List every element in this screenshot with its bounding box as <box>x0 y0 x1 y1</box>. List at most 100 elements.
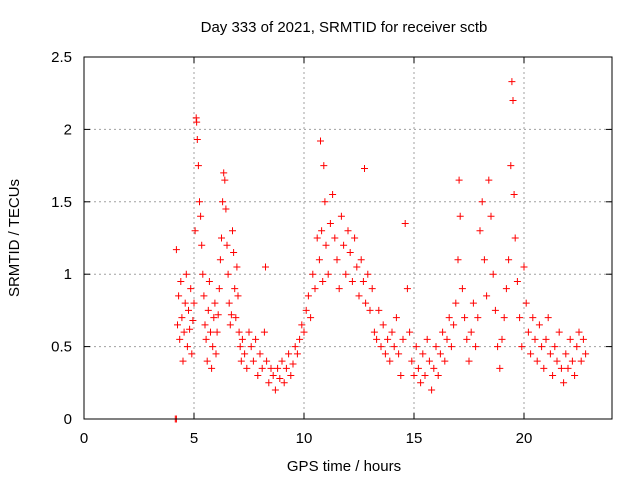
data-point <box>368 285 376 293</box>
data-point <box>469 299 477 307</box>
data-point <box>465 357 473 365</box>
data-point <box>357 256 365 264</box>
data-point <box>436 350 444 358</box>
data-point <box>252 335 260 343</box>
y-axis-title: SRMTID / TECUs <box>6 179 23 297</box>
data-point <box>260 328 268 336</box>
data-point <box>390 343 398 351</box>
data-point <box>542 335 550 343</box>
data-point <box>359 277 367 285</box>
x-axis-title: GPS time / hours <box>287 458 401 475</box>
chart-title: Day 333 of 2021, SRMTID for receiver sct… <box>201 19 488 36</box>
data-point <box>191 227 199 235</box>
data-point <box>337 212 345 220</box>
data-point <box>370 328 378 336</box>
data-point <box>366 306 374 314</box>
data-point <box>215 285 223 293</box>
data-point <box>455 176 463 184</box>
data-point <box>571 372 579 380</box>
data-point <box>177 277 185 285</box>
data-point <box>320 162 328 170</box>
data-point <box>467 328 475 336</box>
data-point <box>300 328 308 336</box>
data-point <box>508 78 516 86</box>
data-point <box>311 285 319 293</box>
data-point <box>538 343 546 351</box>
data-point <box>193 118 201 126</box>
data-point <box>205 277 213 285</box>
data-point <box>319 277 327 285</box>
data-point <box>373 335 381 343</box>
data-point <box>518 343 526 351</box>
data-point <box>531 335 539 343</box>
data-point <box>582 350 590 358</box>
data-point <box>483 292 491 300</box>
data-point <box>399 335 407 343</box>
data-point <box>247 343 255 351</box>
data-point <box>381 350 389 358</box>
data-point <box>557 364 565 372</box>
data-point <box>355 292 363 300</box>
data-point <box>180 328 188 336</box>
x-tick-label: 0 <box>80 430 88 447</box>
data-point <box>318 227 326 235</box>
data-point <box>208 364 216 372</box>
data-point <box>562 350 570 358</box>
data-point <box>296 335 304 343</box>
y-tick-label: 1.5 <box>51 194 72 211</box>
data-point <box>575 328 583 336</box>
data-point <box>553 357 561 365</box>
data-point <box>241 350 249 358</box>
data-point <box>362 299 370 307</box>
data-point <box>236 343 244 351</box>
data-point <box>388 328 396 336</box>
data-point <box>265 379 273 387</box>
data-point <box>176 335 184 343</box>
data-point <box>229 227 236 235</box>
data-point <box>461 314 469 322</box>
data-point <box>463 335 471 343</box>
x-tick-label: 5 <box>190 430 198 447</box>
data-point <box>375 306 383 314</box>
data-point <box>198 241 206 249</box>
data-point <box>321 198 329 206</box>
data-point <box>235 328 243 336</box>
data-point <box>221 176 229 184</box>
data-point <box>450 321 458 329</box>
data-point <box>335 285 343 293</box>
data-point <box>313 234 321 242</box>
data-point <box>344 227 352 235</box>
data-point <box>456 212 464 220</box>
data-point <box>392 314 400 322</box>
data-point <box>181 299 189 307</box>
data-point <box>406 328 414 336</box>
data-point <box>564 364 572 372</box>
data-point <box>276 374 284 382</box>
data-point <box>254 372 262 380</box>
data-point <box>489 270 497 278</box>
data-point <box>529 314 537 322</box>
data-point <box>269 372 277 380</box>
data-point <box>201 321 209 329</box>
x-tick-label: 15 <box>406 430 423 447</box>
y-tick-label: 1 <box>64 266 72 283</box>
data-point <box>513 277 521 285</box>
data-point <box>187 285 195 293</box>
data-point <box>408 357 416 365</box>
data-point <box>412 343 420 351</box>
data-point <box>326 220 334 228</box>
data-point <box>291 343 299 351</box>
data-point <box>203 357 211 365</box>
y-tick-label: 0.5 <box>51 339 72 356</box>
data-point <box>487 212 495 220</box>
data-point <box>222 205 230 213</box>
tick-labels: 0 5 10 15 20 0 0.5 1 1.5 2 2.5 <box>51 49 532 447</box>
data-point <box>213 328 221 336</box>
data-point <box>384 335 392 343</box>
data-point <box>271 386 279 394</box>
data-point <box>555 328 563 336</box>
data-point <box>377 343 385 351</box>
data-point <box>210 314 218 322</box>
